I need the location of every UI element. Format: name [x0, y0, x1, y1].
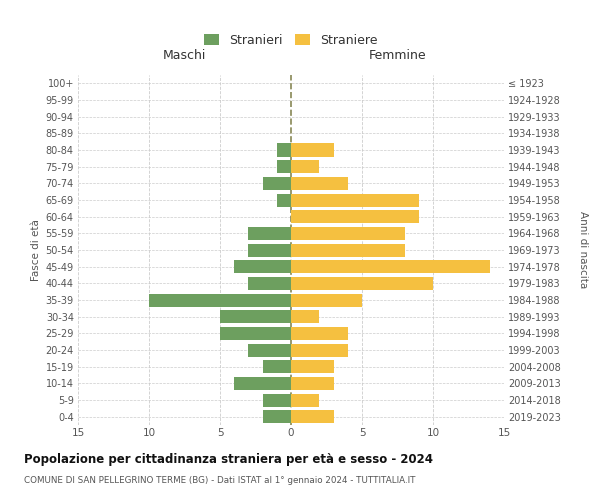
Bar: [263, 410, 291, 423]
Bar: [291, 177, 348, 190]
Y-axis label: Fasce di età: Fasce di età: [31, 219, 41, 281]
Bar: [291, 227, 404, 240]
Bar: [291, 194, 419, 206]
Bar: [248, 244, 291, 256]
Bar: [291, 144, 334, 156]
Bar: [149, 294, 291, 306]
Bar: [220, 310, 291, 323]
Bar: [291, 394, 319, 406]
Bar: [234, 260, 291, 273]
Bar: [234, 377, 291, 390]
Bar: [291, 327, 348, 340]
Text: Popolazione per cittadinanza straniera per età e sesso - 2024: Popolazione per cittadinanza straniera p…: [24, 452, 433, 466]
Bar: [291, 294, 362, 306]
Bar: [248, 227, 291, 240]
Bar: [263, 394, 291, 406]
Bar: [277, 144, 291, 156]
Bar: [291, 344, 348, 356]
Bar: [291, 260, 490, 273]
Y-axis label: Anni di nascita: Anni di nascita: [578, 212, 588, 288]
Bar: [248, 344, 291, 356]
Bar: [291, 244, 404, 256]
Bar: [277, 194, 291, 206]
Bar: [291, 377, 334, 390]
Bar: [220, 327, 291, 340]
Bar: [248, 277, 291, 290]
Text: Maschi: Maschi: [163, 48, 206, 62]
Bar: [263, 177, 291, 190]
Legend: Stranieri, Straniere: Stranieri, Straniere: [199, 29, 383, 52]
Bar: [291, 160, 319, 173]
Bar: [277, 160, 291, 173]
Bar: [291, 210, 419, 223]
Bar: [291, 277, 433, 290]
Text: COMUNE DI SAN PELLEGRINO TERME (BG) - Dati ISTAT al 1° gennaio 2024 - TUTTITALIA: COMUNE DI SAN PELLEGRINO TERME (BG) - Da…: [24, 476, 415, 485]
Bar: [291, 360, 334, 373]
Text: Femmine: Femmine: [368, 48, 427, 62]
Bar: [263, 360, 291, 373]
Bar: [291, 310, 319, 323]
Bar: [291, 410, 334, 423]
